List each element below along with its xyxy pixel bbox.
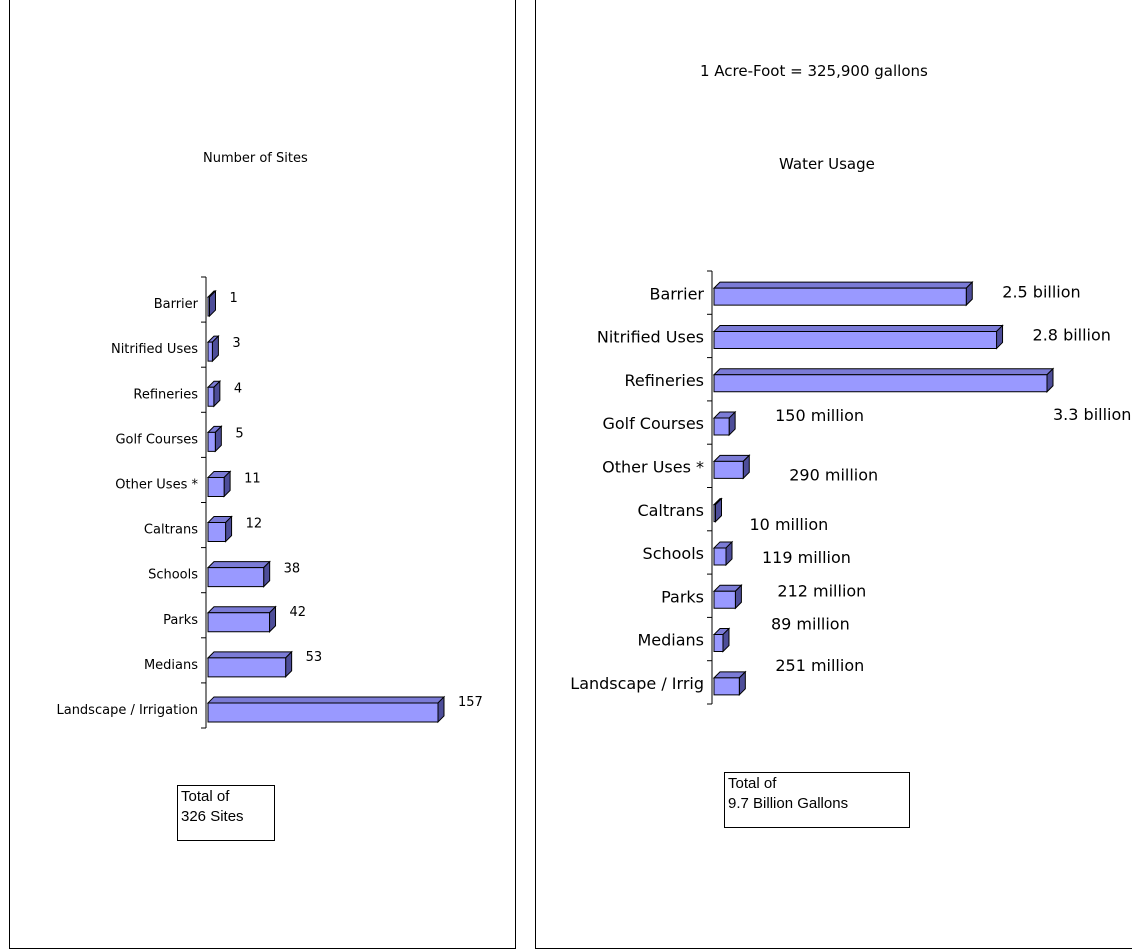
water-value-label: 119 million [762,548,851,567]
water-bar-nitrified-uses [712,324,1004,350]
sites-bar-other-uses [206,470,232,498]
sites-value-label: 4 [234,381,242,396]
water-category-label: Landscape / Irrig [570,674,704,693]
water-bar-landscape-irrig [712,670,747,697]
water-category-label: Medians [637,631,704,650]
water-bar-schools [712,540,734,567]
water-bar-golf-courses [712,410,737,437]
water-value-label: 3.3 billion [1053,405,1131,424]
water-total-line1: Total of [728,775,777,792]
sites-bar-refineries [206,380,222,408]
water-bar-other-uses [712,454,751,480]
water-value-label: 2.8 billion [1033,326,1111,345]
sites-category-label: Caltrans [144,523,198,538]
water-category-label: Refineries [624,371,704,390]
sites-category-label: Golf Courses [115,432,198,447]
water-value-label: 89 million [771,615,850,634]
water-bar-caltrans [712,497,723,523]
water-value-label: 212 million [777,581,866,600]
water-total-line2: 9.7 Billion Gallons [728,795,849,812]
water-value-label: 10 million [750,515,829,534]
water-chart-title: Water Usage [779,155,875,173]
sites-category-label: Schools [148,568,198,583]
water-value-label: 290 million [789,465,878,484]
sites-category-label: Nitrified Uses [111,342,198,357]
sites-bar-parks [206,605,277,633]
sites-bar-schools [206,560,271,588]
water-bar-medians [712,627,731,653]
sites-bar-landscape-irrigation [206,695,446,724]
sites-category-label: Refineries [133,387,198,402]
water-category-label: Other Uses * [602,457,704,476]
sites-total-box: Total of 326 Sites [177,785,275,841]
sites-value-label: 38 [284,562,301,577]
water-bar-barrier [712,280,974,307]
sites-value-label: 5 [235,426,243,441]
water-value-label: 251 million [775,656,864,675]
sites-chart-title: Number of Sites [203,151,308,166]
water-bar-parks [712,584,743,610]
water-category-label: Barrier [649,284,704,303]
water-value-label: 2.5 billion [1002,282,1080,301]
sites-bar-caltrans [206,515,233,543]
sites-category-label: Other Uses * [115,478,198,493]
sites-category-label: Medians [144,658,198,673]
sites-total-line1: Total of [181,788,230,805]
water-bar-refineries [712,367,1055,393]
sites-value-label: 12 [246,517,263,532]
sites-bar-golf-courses [206,425,223,453]
sites-value-label: 3 [232,336,240,351]
sites-total-line2: 326 Sites [181,808,244,825]
water-category-label: Parks [661,587,704,606]
water-category-label: Caltrans [637,501,704,520]
water-total-box: Total of 9.7 Billion Gallons [724,772,910,828]
water-value-label: 150 million [775,406,864,425]
sites-category-label: Parks [163,613,198,628]
sites-bar-nitrified-uses [206,334,220,363]
sites-value-label: 1 [230,291,238,306]
water-category-label: Schools [643,544,704,563]
sites-value-label: 11 [244,472,261,487]
sites-category-label: Landscape / Irrigation [56,703,198,718]
water-category-label: Golf Courses [602,414,704,433]
sites-value-label: 157 [458,695,483,710]
water-conversion-note: 1 Acre-Foot = 325,900 gallons [700,62,928,80]
sites-category-label: Barrier [154,297,199,312]
sites-bar-barrier [206,289,217,318]
sites-bar-medians [206,650,293,679]
sites-value-label: 53 [306,650,323,665]
water-category-label: Nitrified Uses [597,328,704,347]
sites-value-label: 42 [290,605,307,620]
